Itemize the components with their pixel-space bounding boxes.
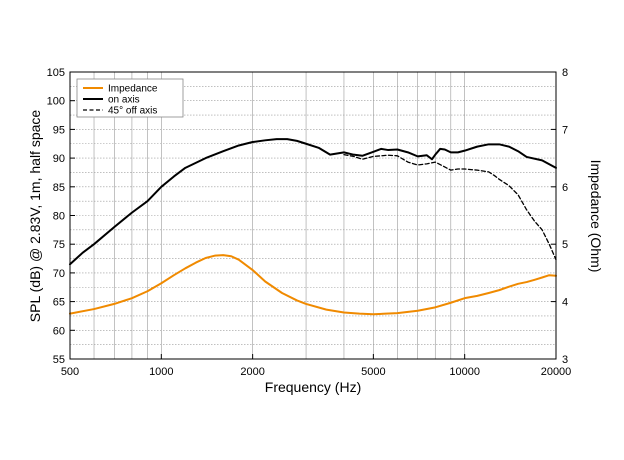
horizontal-gridlines [70, 86, 556, 345]
series-line-45-off-axis [343, 154, 557, 261]
series-layer [69, 138, 557, 316]
x-axis-label: Frequency (Hz) [265, 379, 361, 395]
series-line-on-axis [69, 138, 557, 266]
y-tick-label-95: 95 [53, 124, 65, 136]
y-tick-label-80: 80 [53, 211, 65, 223]
y2-tick-label-7: 7 [562, 124, 568, 136]
y-tick-label-60: 60 [53, 325, 65, 337]
x-tick-label-10000: 10000 [449, 366, 480, 378]
x-axis-ticks: 500 1000 2000 5000 10000 20000 [61, 354, 571, 378]
y-axis-label: SPL (dB) @ 2.83V, 1m, half space [27, 110, 43, 323]
right-axis-ticks: 3 4 5 6 7 8 [551, 67, 568, 366]
x-tick-label-500: 500 [61, 366, 79, 378]
x-tick-label-20000: 20000 [541, 366, 572, 378]
legend: Impedance on axis 45° off axis [76, 78, 184, 118]
x-tick-label-5000: 5000 [361, 366, 385, 378]
y-tick-label-105: 105 [47, 67, 65, 79]
y-tick-label-90: 90 [53, 153, 65, 165]
y2-tick-label-8: 8 [562, 67, 568, 79]
legend-label-off-axis: 45° off axis [108, 106, 157, 117]
legend-label-on-axis: on axis [108, 95, 140, 106]
y-tick-label-65: 65 [53, 297, 65, 309]
y-tick-label-70: 70 [53, 268, 65, 280]
x-tick-label-1000: 1000 [149, 366, 173, 378]
y2-axis-label: Impedance (Ohm) [588, 160, 604, 273]
y-tick-label-85: 85 [53, 182, 65, 194]
y2-tick-label-6: 6 [562, 182, 568, 194]
y2-tick-label-5: 5 [562, 239, 568, 251]
series-line-impedance [69, 254, 557, 316]
y-tick-label-100: 100 [47, 96, 65, 108]
y2-tick-label-3: 3 [562, 354, 568, 366]
x-tick-label-2000: 2000 [240, 366, 264, 378]
legend-label-impedance: Impedance [108, 84, 158, 95]
y2-tick-label-4: 4 [562, 297, 568, 309]
left-axis-ticks: 55 60 65 70 75 80 85 90 95 100 105 [47, 67, 75, 366]
y-tick-label-55: 55 [53, 354, 65, 366]
y-tick-label-75: 75 [53, 239, 65, 251]
